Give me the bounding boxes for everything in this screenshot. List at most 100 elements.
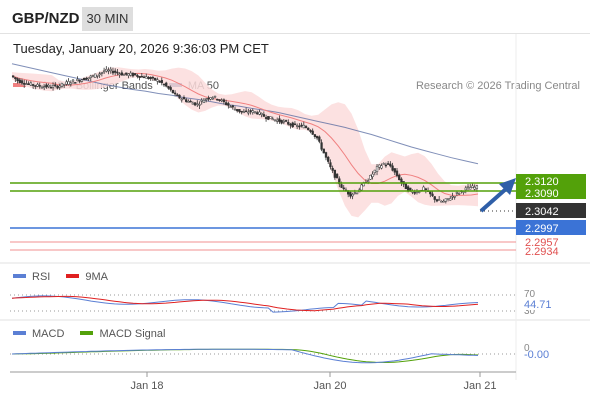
candle-body: [451, 195, 454, 198]
candle-body: [313, 134, 317, 137]
candle-body: [191, 102, 195, 105]
candle-body: [355, 192, 359, 195]
ma50-line: [11, 63, 479, 165]
candle-body: [82, 77, 86, 81]
candle-body: [76, 79, 79, 81]
legend-macd-label: MACD: [32, 328, 65, 340]
candle-body: [249, 110, 252, 112]
candle-body: [98, 73, 101, 75]
rsi-9ma-line: [11, 295, 479, 312]
candle-body: [475, 185, 479, 189]
ma20-line: [11, 72, 479, 196]
level-text-22957: 2.2957: [525, 237, 559, 249]
candle-body: [446, 198, 450, 200]
candle-body: [282, 120, 285, 123]
candle-body: [240, 110, 243, 113]
candle-body: [247, 111, 250, 114]
candle-body: [395, 170, 399, 177]
candle-body: [267, 116, 270, 120]
candle-body: [202, 99, 206, 104]
candle-body: [14, 77, 17, 80]
legend-ma20-swatch: [13, 83, 26, 88]
candle-body: [327, 156, 330, 162]
candle-body: [71, 79, 75, 82]
symbol-label: GBP/NZD: [12, 10, 80, 27]
candle-body: [298, 125, 301, 128]
candle-body: [231, 105, 234, 108]
candle-body: [373, 169, 376, 173]
timeframe-button[interactable]: 30 MIN: [82, 7, 133, 31]
legend-rsi-swatch: [13, 274, 26, 279]
candle-body: [105, 69, 108, 72]
candle-body: [302, 124, 305, 129]
candle-body: [322, 148, 325, 154]
candle-body: [276, 119, 279, 122]
candle-body: [335, 173, 339, 179]
candle-body: [200, 99, 203, 102]
candle-body: [171, 89, 175, 94]
candle-body: [111, 70, 115, 74]
macd-legend: MACD MACD Signal: [13, 328, 178, 340]
candle-body: [227, 103, 230, 106]
candle-body: [102, 70, 106, 73]
rsi-value: 44.71: [524, 299, 552, 311]
candle-body: [138, 76, 141, 79]
current-price-tag: [516, 203, 586, 218]
candle-body: [389, 163, 392, 167]
candle-body: [216, 98, 219, 101]
x-label-jan20: Jan 20: [313, 380, 346, 392]
candle-body: [371, 173, 374, 177]
candle-body: [18, 79, 21, 83]
candle-body: [289, 123, 292, 126]
candle-body: [382, 163, 385, 165]
candle-body: [229, 106, 232, 108]
macd-value: -0.00: [524, 349, 549, 361]
candle-body: [74, 82, 77, 84]
candle-body: [151, 77, 155, 79]
rsi-legend: RSI 9MA: [13, 271, 121, 283]
candle-body: [367, 180, 370, 183]
candle-body: [120, 72, 123, 76]
candle-body: [351, 194, 354, 197]
candle-body: [318, 136, 321, 142]
candle-body: [320, 142, 323, 150]
candle-body: [140, 75, 143, 78]
candle-body: [333, 169, 337, 178]
candle-body: [273, 119, 277, 122]
candle-body: [222, 99, 226, 103]
research-credit: Research © 2026 Trading Central: [415, 80, 580, 92]
x-label-jan21: Jan 21: [463, 380, 496, 392]
level-tag-22997: [516, 220, 586, 235]
candle-body: [271, 118, 274, 121]
level-text-22934: 2.2934: [525, 246, 559, 258]
candle-body: [122, 74, 126, 76]
candle-body: [453, 196, 456, 198]
rsi-70-label: 70: [524, 289, 536, 300]
candle-body: [158, 80, 161, 83]
legend-macd-signal-swatch: [80, 331, 94, 336]
candle-body: [218, 99, 221, 101]
candle-body: [309, 129, 312, 132]
candle-body: [51, 85, 55, 88]
candle-body: [89, 75, 92, 78]
candle-body: [300, 124, 303, 127]
candle-body: [280, 119, 283, 124]
candle-body: [391, 165, 394, 171]
candle-body: [464, 187, 467, 191]
candle-body: [125, 72, 128, 75]
candle-body: [20, 80, 24, 84]
level-text-2309: 2.3090: [525, 188, 559, 200]
rsi-30-label: 30: [524, 306, 536, 317]
candle-body: [260, 113, 263, 115]
candle-body: [269, 116, 272, 119]
candle-body: [378, 164, 381, 168]
candle-body: [182, 97, 186, 100]
legend-macd-signal-label: MACD Signal: [99, 328, 166, 340]
candle-body: [324, 152, 328, 158]
candle-body: [11, 75, 15, 78]
candle-body: [169, 87, 172, 90]
candle-body: [162, 83, 166, 86]
candle-body: [262, 114, 266, 117]
candle-body: [149, 76, 152, 79]
